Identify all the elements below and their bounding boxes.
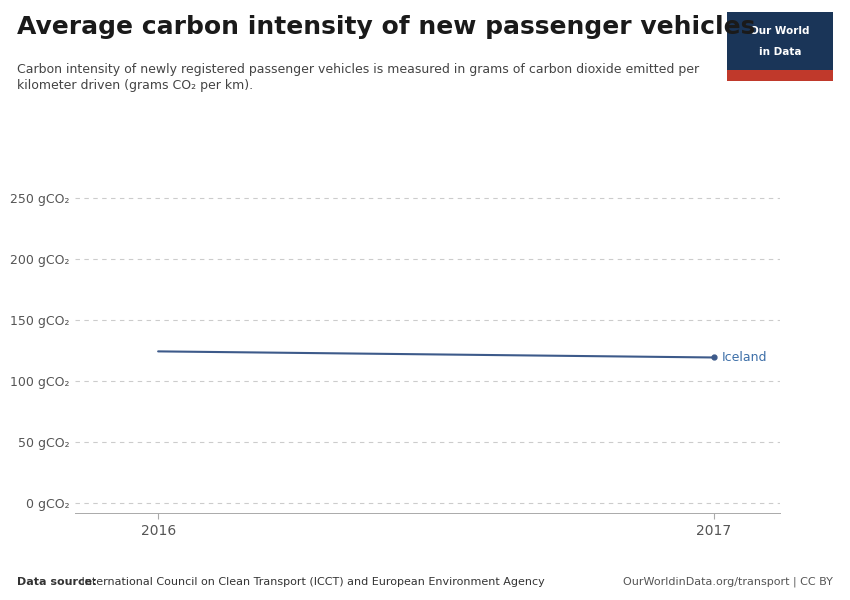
- Text: Carbon intensity of newly registered passenger vehicles is measured in grams of : Carbon intensity of newly registered pas…: [17, 63, 699, 76]
- FancyBboxPatch shape: [727, 12, 833, 81]
- FancyBboxPatch shape: [727, 70, 833, 81]
- Text: kilometer driven (grams CO₂ per km).: kilometer driven (grams CO₂ per km).: [17, 79, 253, 92]
- Text: OurWorldinData.org/transport | CC BY: OurWorldinData.org/transport | CC BY: [623, 576, 833, 587]
- Text: in Data: in Data: [758, 47, 801, 57]
- Text: Data source:: Data source:: [17, 577, 97, 587]
- Text: Average carbon intensity of new passenger vehicles: Average carbon intensity of new passenge…: [17, 15, 756, 39]
- Text: Our World: Our World: [750, 26, 809, 37]
- Text: International Council on Clean Transport (ICCT) and European Environment Agency: International Council on Clean Transport…: [78, 577, 545, 587]
- Text: Iceland: Iceland: [722, 351, 768, 364]
